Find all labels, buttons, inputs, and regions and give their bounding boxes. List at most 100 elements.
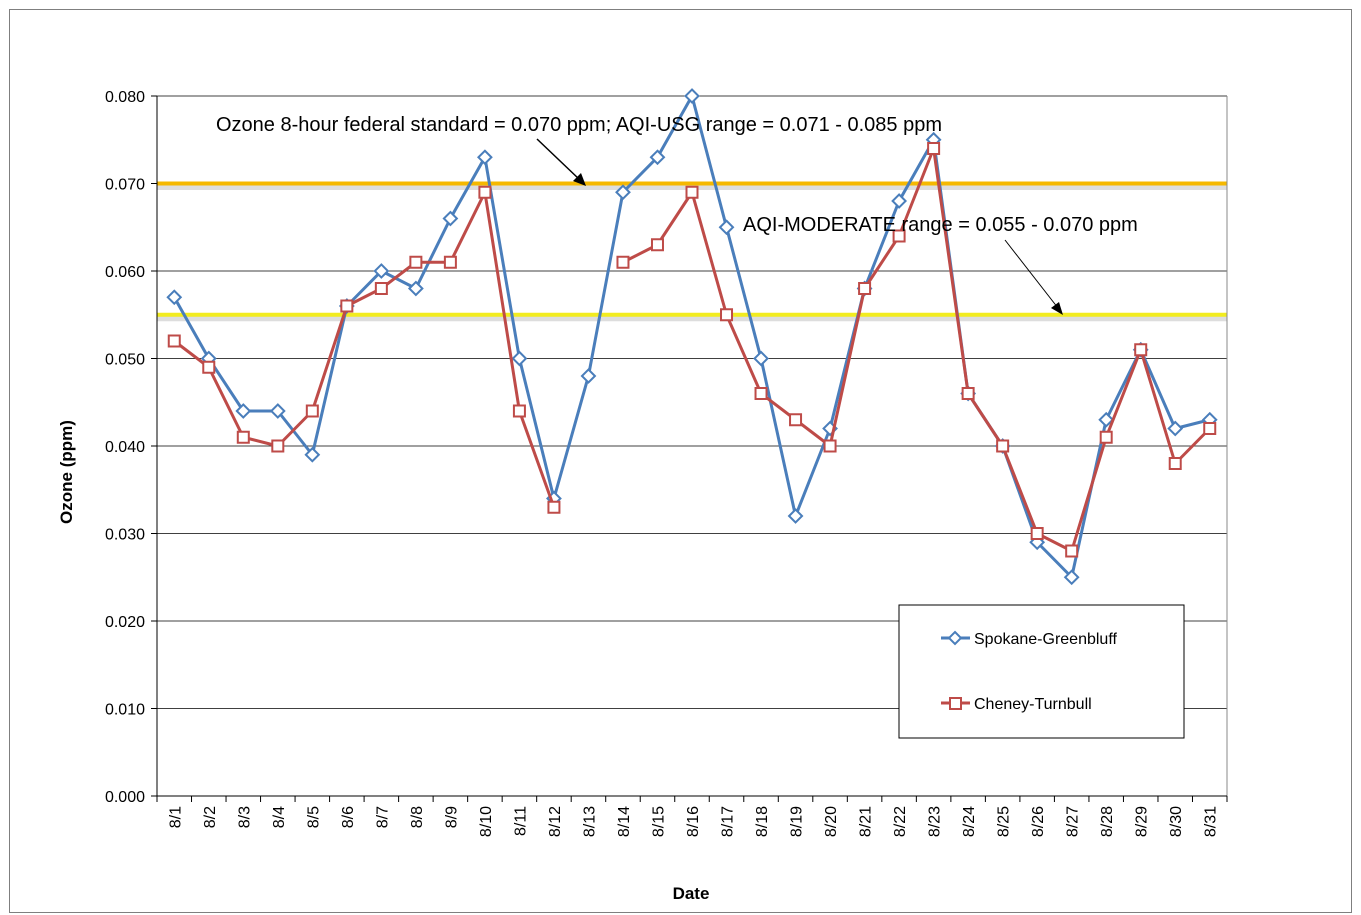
data-point-spokane-greenbluff	[1098, 411, 1115, 428]
data-point-cheney-turnbull	[858, 282, 872, 295]
data-point-cheney-turnbull	[340, 299, 354, 313]
data-point-cheney-turnbull	[167, 334, 181, 348]
x-tick-label: 8/9	[443, 806, 460, 828]
data-point-cheney-turnbull	[478, 185, 492, 199]
annotation-standard-text: Ozone 8-hour federal standard = 0.070 pp…	[216, 114, 942, 136]
x-tick-label: 8/4	[271, 806, 288, 828]
chart-frame	[9, 9, 1352, 913]
data-point-cheney-turnbull	[1065, 544, 1079, 558]
data-point-spokane-greenbluff	[304, 446, 321, 463]
data-point-spokane-greenbluff	[373, 263, 390, 279]
annotation-moderate-arrowhead	[1051, 302, 1063, 315]
x-tick-label: 8/27	[1065, 806, 1082, 837]
y-tick-label: 0.020	[105, 614, 145, 631]
data-point-spokane-greenbluff	[891, 193, 908, 209]
x-tick-label: 8/28	[1099, 806, 1116, 837]
data-point-cheney-turnbull	[202, 360, 216, 374]
data-point-spokane-greenbluff	[753, 350, 769, 367]
data-point-spokane-greenbluff	[442, 210, 459, 227]
x-tick-label: 8/29	[1134, 806, 1151, 837]
x-tick-label: 8/10	[478, 806, 495, 837]
data-point-spokane-greenbluff	[615, 184, 631, 201]
data-point-cheney-turnbull	[927, 142, 941, 155]
data-point-cheney-turnbull	[616, 255, 630, 269]
data-point-cheney-turnbull	[547, 500, 561, 514]
y-tick-label: 0.010	[105, 702, 145, 719]
x-tick-label: 8/19	[789, 806, 806, 837]
annotation-moderate-arrow	[1004, 239, 1059, 309]
data-point-spokane-greenbluff	[1063, 569, 1080, 586]
data-point-cheney-turnbull	[443, 255, 457, 269]
x-tick-label: 8/5	[305, 806, 322, 828]
x-tick-label: 8/14	[616, 806, 633, 837]
data-point-cheney-turnbull	[236, 430, 250, 444]
data-point-cheney-turnbull	[1099, 430, 1113, 444]
x-tick-label: 8/18	[754, 806, 771, 837]
y-tick-label: 0.000	[105, 789, 145, 806]
data-point-cheney-turnbull	[409, 255, 423, 269]
data-point-spokane-greenbluff	[787, 508, 804, 524]
data-point-cheney-turnbull	[996, 439, 1010, 453]
annotation-standard-box	[211, 104, 534, 140]
x-tick-label: 8/26	[1030, 806, 1047, 837]
x-tick-label: 8/13	[581, 806, 598, 837]
data-series	[166, 88, 1218, 586]
y-tick-label: 0.070	[105, 177, 145, 194]
legend-label-cheney: Cheney-Turnbull	[974, 696, 1092, 713]
x-tick-label: 8/6	[340, 806, 357, 828]
legend: Spokane-Greenbluff Cheney-Turnbull	[898, 604, 1185, 739]
y-tick-label: 0.080	[105, 89, 145, 106]
data-point-spokane-greenbluff	[580, 368, 597, 384]
data-point-cheney-turnbull	[271, 439, 285, 453]
y-axis-title: Ozone (ppm)	[57, 420, 76, 524]
y-tick-label: 0.050	[105, 352, 145, 369]
x-tick-label: 8/31	[1203, 806, 1220, 837]
x-tick-label: 8/21	[858, 806, 875, 837]
data-point-cheney-turnbull	[961, 387, 975, 400]
data-point-cheney-turnbull	[1168, 457, 1182, 470]
data-point-cheney-turnbull	[823, 439, 837, 453]
data-point-cheney-turnbull	[720, 308, 734, 322]
data-point-cheney-turnbull	[1203, 422, 1217, 435]
x-tick-label: 8/25	[996, 806, 1013, 837]
x-tick-label: 8/16	[685, 806, 702, 837]
x-tick-label: 8/8	[409, 806, 426, 828]
x-axis-title: Date	[673, 884, 710, 903]
x-tick-label: 8/7	[374, 806, 391, 828]
x-tick-label: 8/20	[823, 806, 840, 837]
annotation-standard-arrowhead	[573, 173, 586, 186]
x-tick-label: 8/12	[547, 806, 564, 837]
x-tick-label: 8/17	[720, 806, 737, 837]
series-line-spokane-greenbluff	[172, 94, 1211, 579]
data-point-spokane-greenbluff	[166, 289, 183, 306]
data-point-cheney-turnbull	[650, 238, 664, 252]
data-point-cheney-turnbull	[789, 413, 803, 427]
x-tick-label: 8/30	[1168, 806, 1185, 837]
reference-lines	[157, 181, 1227, 322]
data-point-cheney-turnbull	[512, 404, 526, 418]
x-tick-label: 8/2	[202, 806, 219, 828]
data-point-cheney-turnbull	[1134, 343, 1148, 357]
series-line-cheney-turnbull	[173, 147, 1211, 553]
legend-marker-cheney	[949, 697, 962, 710]
data-point-spokane-greenbluff	[718, 219, 735, 236]
x-tick-label: 8/24	[961, 806, 978, 837]
legend-marker-spokane	[947, 630, 963, 646]
data-point-cheney-turnbull	[374, 282, 388, 295]
data-point-spokane-greenbluff	[684, 88, 700, 104]
legend-label-spokane: Spokane-Greenbluff	[974, 631, 1117, 648]
y-tick-label: 0.040	[105, 439, 145, 456]
axes: 0.000 0.010 0.020 0.030 0.040 0.050 0.060 0.070…	[105, 89, 1228, 837]
data-point-cheney-turnbull	[1030, 527, 1044, 540]
data-point-spokane-greenbluff	[649, 149, 666, 166]
data-point-cheney-turnbull	[305, 404, 319, 418]
annotation-moderate-text: AQI-MODERATE range = 0.055 - 0.070 ppm	[743, 214, 1138, 236]
data-point-spokane-greenbluff	[1167, 420, 1184, 437]
data-point-cheney-turnbull	[685, 185, 699, 199]
data-point-spokane-greenbluff	[269, 403, 286, 419]
x-tick-label: 8/3	[236, 806, 253, 828]
data-point-spokane-greenbluff	[476, 149, 493, 166]
data-point-spokane-greenbluff	[235, 403, 252, 419]
data-point-cheney-turnbull	[754, 387, 768, 400]
